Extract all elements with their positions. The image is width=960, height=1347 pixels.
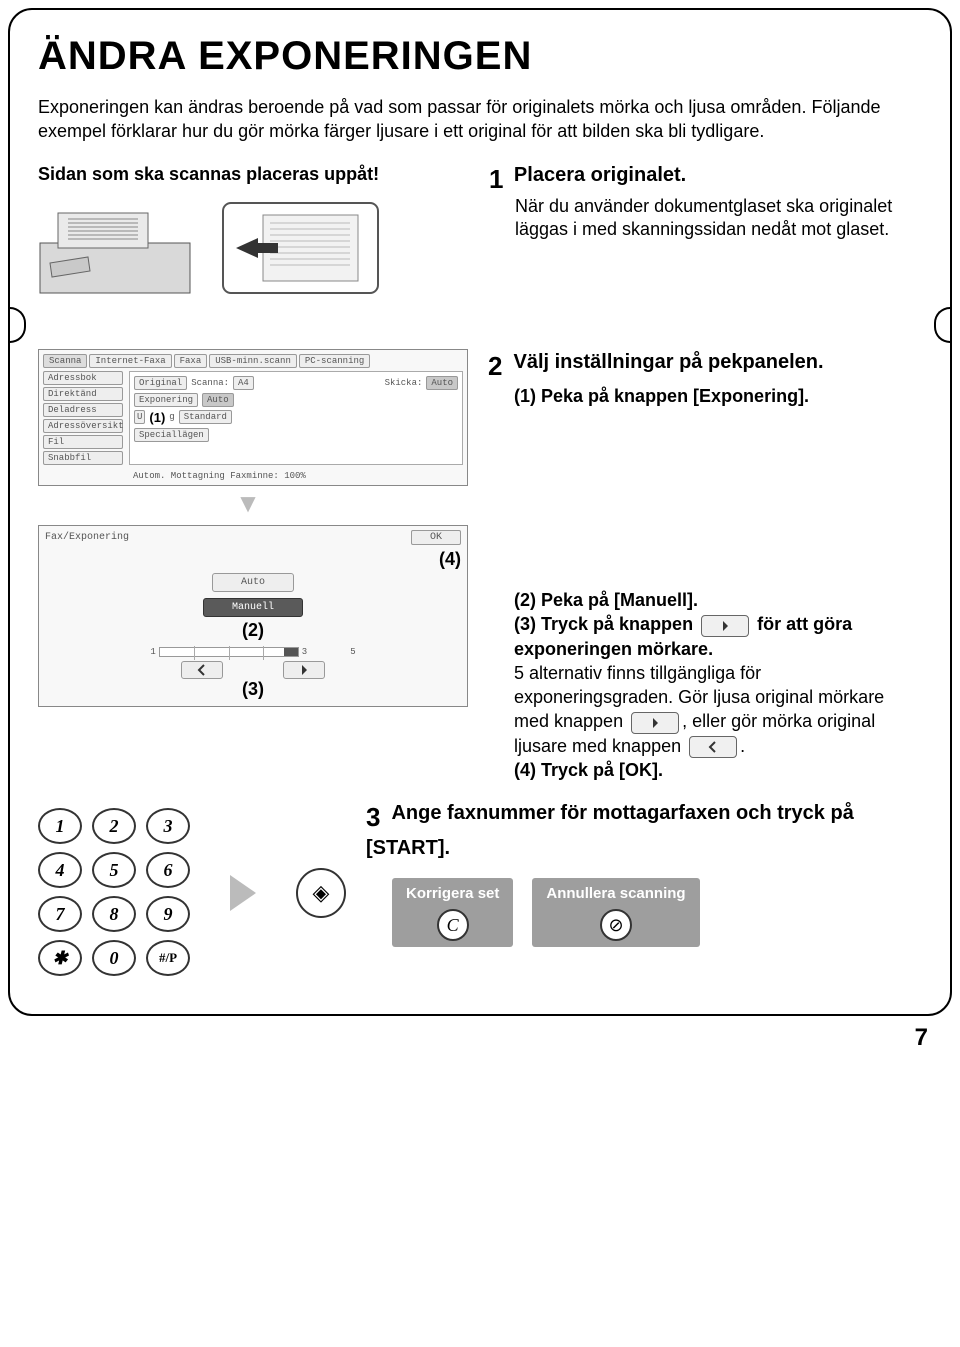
- scanner-illustration: [38, 193, 471, 303]
- tab-pc[interactable]: PC-scanning: [299, 354, 370, 368]
- key-3[interactable]: 3: [146, 808, 190, 844]
- step2-number: 2: [488, 351, 502, 381]
- side-snabbfil[interactable]: Snabbfil: [43, 451, 123, 465]
- lbl-skicka: Skicka:: [385, 378, 423, 388]
- scale-5: 5: [350, 647, 355, 657]
- marker-3: (3): [242, 679, 264, 699]
- side-direktand[interactable]: Direktänd: [43, 387, 123, 401]
- btn-speciallagen[interactable]: Speciallägen: [134, 428, 209, 442]
- lbl-scanna: Scanna:: [191, 378, 229, 388]
- ok-button[interactable]: OK: [411, 530, 461, 545]
- touchpanel-screenshot-2: Fax/Exponering OK (4) Auto Manuell (2) 1: [38, 525, 468, 707]
- exp-title: Fax/Exponering: [45, 532, 129, 543]
- scale-3: 3: [302, 647, 307, 657]
- tab-internet-faxa[interactable]: Internet-Faxa: [89, 354, 171, 368]
- key-1[interactable]: 1: [38, 808, 82, 844]
- exp-auto-button[interactable]: Auto: [212, 573, 294, 592]
- btn-original[interactable]: Original: [134, 376, 187, 390]
- marker-1: (1): [149, 410, 165, 425]
- exp-manuell-button[interactable]: Manuell: [203, 598, 303, 617]
- key-2[interactable]: 2: [92, 808, 136, 844]
- touchpanel-screenshot-1: Scanna Internet-Faxa Faxa USB-minn.scann…: [38, 349, 468, 486]
- tab-scanna[interactable]: Scanna: [43, 354, 87, 368]
- adf-device-icon: [38, 193, 208, 303]
- exp-lighter-button[interactable]: [181, 661, 223, 679]
- numeric-keypad: 1 2 3 4 5 6 7 8 9 ✱ 0 #/P: [38, 808, 190, 978]
- darker-inline-icon-2: [631, 712, 679, 734]
- annullera-label: Annullera scanning: [546, 884, 685, 904]
- marker-4: (4): [439, 549, 461, 569]
- btn-standard[interactable]: Standard: [179, 410, 232, 424]
- scale-1: 1: [150, 647, 155, 657]
- lighter-inline-icon: [689, 736, 737, 758]
- key-4[interactable]: 4: [38, 852, 82, 888]
- btn-auto-send[interactable]: Auto: [426, 376, 458, 390]
- step2b-l1: (2) Peka på [Manuell].: [514, 588, 922, 612]
- start-button[interactable]: ◈: [296, 868, 346, 918]
- lbl-g: g: [169, 412, 174, 422]
- korrigera-label: Korrigera set: [406, 884, 499, 904]
- down-arrow-icon: ▼: [218, 488, 278, 519]
- side-deladress[interactable]: Deladress: [43, 403, 123, 417]
- right-arrow-icon: [230, 875, 256, 911]
- key-hash[interactable]: #/P: [146, 940, 190, 976]
- exp-darker-button[interactable]: [283, 661, 325, 679]
- key-star[interactable]: ✱: [38, 940, 82, 976]
- side-adressoversikt[interactable]: Adressöversikt: [43, 419, 123, 433]
- step3-title: Ange faxnummer för mottagarfaxen och try…: [366, 802, 854, 859]
- side-adressbok[interactable]: Adressbok: [43, 371, 123, 385]
- exposure-scale: [159, 647, 299, 657]
- marker-2: (2): [242, 620, 264, 640]
- tab-faxa[interactable]: Faxa: [174, 354, 208, 368]
- c-key-icon: C: [437, 909, 469, 941]
- step2b-l3c: .: [740, 736, 745, 756]
- step3-number: 3: [366, 802, 380, 832]
- key-6[interactable]: 6: [146, 852, 190, 888]
- page-title: ÄNDRA EXPONERINGEN: [38, 34, 922, 79]
- key-7[interactable]: 7: [38, 896, 82, 932]
- lead-paragraph: Exponeringen kan ändras beroende på vad …: [38, 95, 922, 144]
- key-0[interactable]: 0: [92, 940, 136, 976]
- btn-exponering[interactable]: Exponering: [134, 393, 198, 407]
- step2-title: Välj inställningar på pekpanelen.: [513, 351, 823, 373]
- key-8[interactable]: 8: [92, 896, 136, 932]
- step1-text: När du använder dokumentglaset ska origi…: [515, 195, 922, 243]
- step2b-l4: (4) Tryck på [OK].: [514, 758, 922, 782]
- document-glass-icon: [218, 193, 388, 303]
- step2-sub1: (1) Peka på knappen [Exponering].: [514, 384, 922, 408]
- annullera-scanning-button[interactable]: Annullera scanning ⊘: [532, 878, 699, 946]
- status-line: Autom. Mottagning Faxminne: 100%: [133, 471, 463, 481]
- stop-key-icon: ⊘: [600, 909, 632, 941]
- btn-u[interactable]: U: [134, 410, 145, 424]
- darker-inline-icon: [701, 615, 749, 637]
- step1-title: Placera originalet.: [514, 164, 686, 186]
- tab-usb[interactable]: USB-minn.scann: [209, 354, 297, 368]
- btn-auto-exp[interactable]: Auto: [202, 393, 234, 407]
- key-5[interactable]: 5: [92, 852, 136, 888]
- key-9[interactable]: 9: [146, 896, 190, 932]
- scan-side-label: Sidan som ska scannas placeras uppåt!: [38, 164, 471, 185]
- section-divider: [10, 315, 950, 339]
- page-number: 7: [0, 1024, 944, 1052]
- btn-a4[interactable]: A4: [233, 376, 254, 390]
- korrigera-set-button[interactable]: Korrigera set C: [392, 878, 513, 946]
- side-fil[interactable]: Fil: [43, 435, 123, 449]
- step1-number: 1: [489, 164, 503, 194]
- step2b-l2a: (3) Tryck på knappen: [514, 614, 693, 634]
